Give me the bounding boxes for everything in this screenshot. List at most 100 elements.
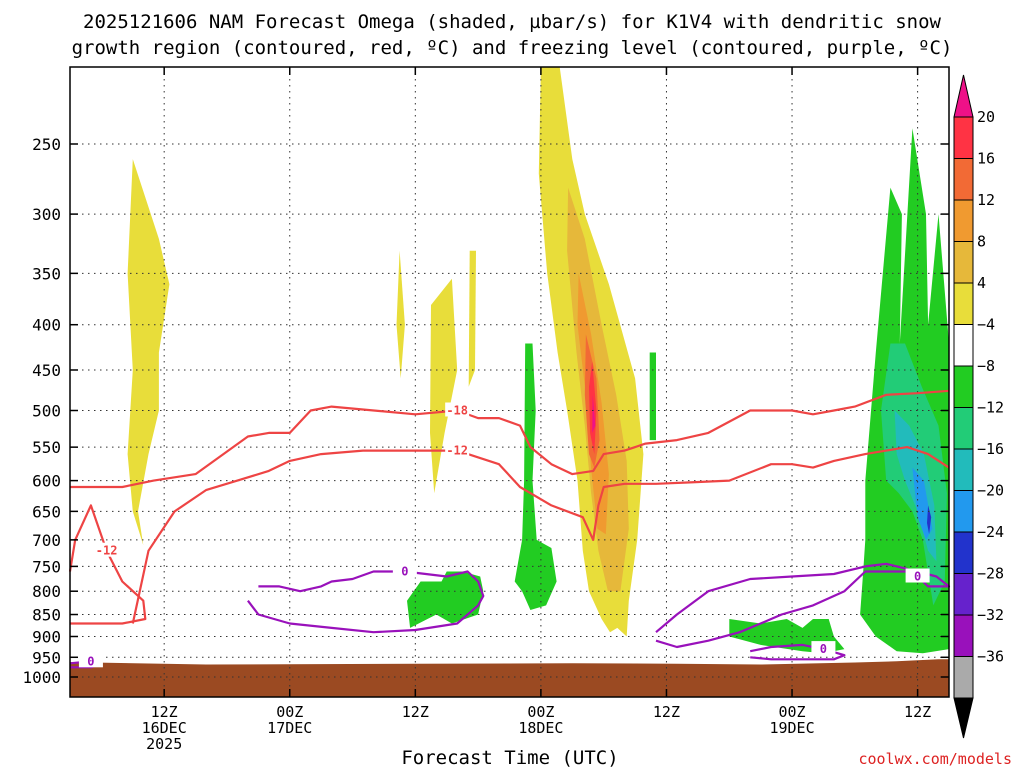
omega-region-10 xyxy=(514,343,557,610)
colorbar-swatch-4 xyxy=(953,282,974,325)
dgz-contour-label-1: -12 xyxy=(96,544,118,558)
omega-region-0 xyxy=(127,159,170,546)
omega-region-18 xyxy=(927,505,932,535)
gridlines xyxy=(70,67,949,697)
ytick-label-850: 850 xyxy=(32,606,61,625)
xtick-line1-66: 00Z xyxy=(778,703,805,721)
colorbar-top-arrow xyxy=(953,74,974,118)
terrain-fill xyxy=(70,659,949,697)
ytick-label-950: 950 xyxy=(32,648,61,667)
colorbar-swatch-13 xyxy=(953,656,974,699)
x-axis-label: Forecast Time (UTC) xyxy=(401,747,618,768)
freezing-contour-label-3: 0 xyxy=(87,654,94,668)
colorbar-label-5: −4 xyxy=(977,316,995,334)
ytick-label-750: 750 xyxy=(32,557,61,576)
y-axis-ticks: 250 300 350 400 450 500 550 600 650 700 750 800 850 9… xyxy=(22,135,949,687)
ytick-label-800: 800 xyxy=(32,582,61,601)
colorbar-label-7: −12 xyxy=(977,399,1004,417)
colorbar: 20 16 12 8 4 −4 −8 −12 −16 −20 −24 −28 −32 −36 xyxy=(953,74,1004,739)
xtick-line2-6: 16DEC xyxy=(142,719,187,737)
colorbar-label-12: −32 xyxy=(977,606,1004,624)
terrain-surface xyxy=(70,659,949,697)
colorbar-swatch-11 xyxy=(953,573,974,616)
xtick-line1-30: 12Z xyxy=(402,703,429,721)
omega-region-11 xyxy=(407,571,484,628)
credit-link[interactable]: coolwx.com/models xyxy=(858,750,1012,768)
ytick-label-350: 350 xyxy=(32,264,61,283)
dgz-contour-0 xyxy=(70,389,950,489)
ytick-label-400: 400 xyxy=(32,316,61,335)
ytick-label-250: 250 xyxy=(32,135,61,154)
ytick-label-1000: 1000 xyxy=(22,668,61,687)
freezing-contour-label-1: 0 xyxy=(914,570,921,584)
colorbar-swatch-12 xyxy=(953,614,974,657)
omega-region-3 xyxy=(468,250,476,387)
freezing-contour-label-2: 0 xyxy=(820,642,827,656)
colorbar-swatch-1 xyxy=(953,158,974,201)
colorbar-label-1: 16 xyxy=(977,150,995,168)
xtick-line1-18: 00Z xyxy=(276,703,303,721)
colorbar-label-11: −28 xyxy=(977,565,1004,583)
xtick-line1-54: 12Z xyxy=(653,703,680,721)
colorbar-label-3: 8 xyxy=(977,233,986,251)
freezing-contour-label-0: 0 xyxy=(401,564,408,578)
colorbar-swatch-7 xyxy=(953,407,974,450)
dgz-contour-2 xyxy=(131,446,950,624)
freezing-contour-label-bg-2 xyxy=(811,641,836,656)
colorbar-swatch-2 xyxy=(953,199,974,242)
colorbar-swatch-8 xyxy=(953,448,974,491)
xtick-line2-66: 19DEC xyxy=(769,719,814,737)
omega-region-9 xyxy=(592,394,596,433)
plot-frame xyxy=(69,66,950,698)
ytick-label-300: 300 xyxy=(32,205,61,224)
ytick-label-550: 550 xyxy=(32,438,61,457)
omega-region-2 xyxy=(430,278,458,494)
chart-title-line2: growth region (contoured, red, ºC) and f… xyxy=(72,37,953,59)
colorbar-label-0: 20 xyxy=(977,108,995,126)
colorbar-swatch-0 xyxy=(953,116,974,159)
xtick-line2-18: 17DEC xyxy=(267,719,312,737)
colorbar-label-2: 12 xyxy=(977,191,995,209)
ytick-label-600: 600 xyxy=(32,472,61,491)
freezing-contour-1 xyxy=(655,562,951,649)
colorbar-swatch-10 xyxy=(953,531,974,574)
colorbar-label-8: −16 xyxy=(977,440,1004,458)
freezing-contour-label-bg-1 xyxy=(905,568,930,583)
ytick-label-450: 450 xyxy=(32,361,61,380)
freezing-contour-2 xyxy=(749,643,846,661)
xtick-line2-42: 18DEC xyxy=(518,719,563,737)
colorbar-swatch-5 xyxy=(953,324,974,367)
colorbar-label-13: −36 xyxy=(977,648,1004,666)
colorbar-label-9: −20 xyxy=(977,482,1004,500)
chart-title-line1: 2025121606 NAM Forecast Omega (shaded, µ… xyxy=(83,11,941,33)
colorbar-label-6: −8 xyxy=(977,357,995,375)
freezing-contour-label-bg-0 xyxy=(392,563,417,578)
dgz-contour-label-bg-2 xyxy=(445,442,470,457)
colorbar-swatch-3 xyxy=(953,241,974,284)
ytick-label-700: 700 xyxy=(32,531,61,550)
ytick-label-900: 900 xyxy=(32,627,61,646)
colorbar-swatch-9 xyxy=(953,490,974,533)
xtick-line1-6: 12Z xyxy=(151,703,178,721)
omega-shading xyxy=(127,67,949,654)
contour-lines: -18 -12 -12 0 0 0 0 xyxy=(68,389,951,669)
xtick-line1-78: 12Z xyxy=(904,703,931,721)
colorbar-label-4: 4 xyxy=(977,274,986,292)
dgz-contour-label-2: -12 xyxy=(446,444,468,458)
ytick-label-500: 500 xyxy=(32,402,61,421)
colorbar-label-10: −24 xyxy=(977,523,1004,541)
freezing-contour-0 xyxy=(247,570,485,634)
xtick-line1-42: 00Z xyxy=(527,703,554,721)
dgz-contour-label-0: -18 xyxy=(446,404,468,418)
dgz-contour-1 xyxy=(68,504,147,625)
colorbar-swatch-6 xyxy=(953,365,974,408)
dgz-contour-label-bg-1 xyxy=(94,542,119,557)
freezing-contour-label-bg-3 xyxy=(78,653,103,668)
xtick-line3-6: 2025 xyxy=(146,735,182,753)
omega-region-12 xyxy=(649,352,656,441)
omega-region-1 xyxy=(396,250,405,379)
dgz-contour-label-bg-0 xyxy=(445,402,470,417)
colorbar-bottom-arrow xyxy=(953,697,974,739)
